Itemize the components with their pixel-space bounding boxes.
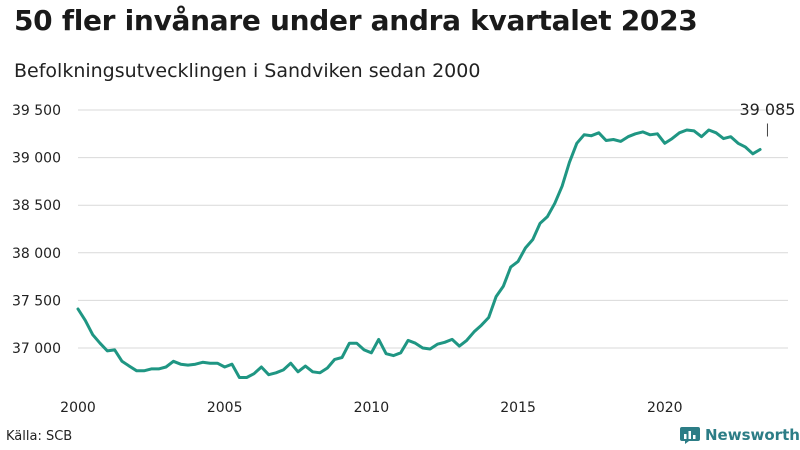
- chart-subtitle: Befolkningsutvecklingen i Sandviken seda…: [14, 60, 481, 82]
- y-tick-label: 37 500: [12, 293, 61, 309]
- source-note: Källa: SCB: [6, 429, 73, 444]
- y-tick-label: 39 000: [12, 151, 61, 167]
- x-tick-label: 2010: [354, 400, 390, 416]
- annotation-label: 39 085: [739, 100, 795, 119]
- x-axis-tick-labels: 2000 2005 2010 2015 2020: [60, 400, 682, 416]
- gridlines: [78, 109, 788, 349]
- y-tick-label: 38 500: [12, 198, 61, 214]
- y-tick-label: 37 000: [12, 341, 61, 357]
- y-tick-label: 38 000: [12, 246, 61, 262]
- x-tick-label: 2015: [500, 400, 536, 416]
- y-tick-label: 39 500: [12, 103, 61, 119]
- bar-chart-logo-icon: [680, 427, 700, 444]
- brand-logo[interactable]: Newsworthy: [680, 426, 800, 444]
- series-layer: [76, 128, 762, 379]
- series-line: [76, 128, 762, 379]
- brand-name: Newsworthy: [705, 426, 800, 444]
- chart-title: 50 fler invånare under andra kvartalet 2…: [14, 4, 698, 37]
- y-axis-tick-labels: 37 000 37 500 38 000 38 500 39 000 39 500: [12, 103, 61, 357]
- x-tick-label: 2020: [647, 400, 683, 416]
- last-value-annotation: 39 085: [739, 100, 795, 137]
- x-tick-label: 2000: [60, 400, 96, 416]
- x-tick-label: 2005: [207, 400, 243, 416]
